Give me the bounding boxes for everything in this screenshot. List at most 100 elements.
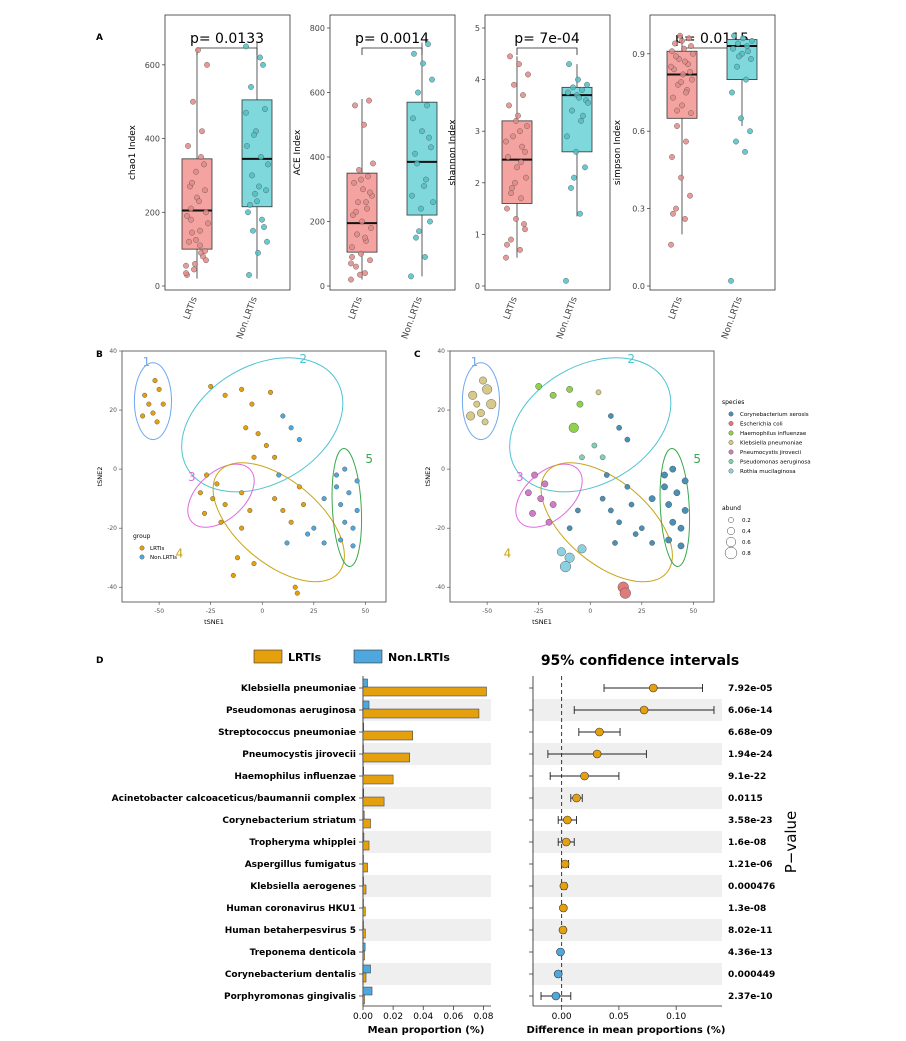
- tsne-point: [292, 584, 298, 590]
- y-tick-label: 200: [310, 218, 325, 227]
- x-tick-label: Non.LRTIs: [720, 295, 745, 340]
- row-stripe: [532, 831, 722, 853]
- data-point: [264, 238, 270, 245]
- data-point: [735, 40, 741, 47]
- bar-nonlrtis: [362, 766, 365, 776]
- data-point: [199, 128, 205, 135]
- p-value-label: 6.68e-09: [728, 728, 773, 738]
- data-point: [262, 106, 268, 112]
- legend-size-label: 0.2: [742, 518, 751, 524]
- data-point: [517, 246, 523, 253]
- x-tick-label: LRTIs: [667, 295, 685, 321]
- data-point: [678, 79, 684, 86]
- data-point: [570, 84, 576, 91]
- tsne-point: [628, 501, 635, 508]
- category-label: Human betaherpesvirus 5: [225, 926, 356, 936]
- tsne-point: [263, 442, 269, 448]
- tsne-frame: [449, 350, 715, 603]
- data-point: [256, 183, 262, 190]
- tsne-point: [616, 424, 622, 431]
- data-point: [203, 209, 209, 216]
- data-point: [503, 138, 509, 145]
- p-value-axis-title: P−value: [782, 811, 800, 874]
- x-axis-label: Difference in mean proportions (%): [527, 1025, 726, 1036]
- tsne-point: [321, 496, 327, 502]
- box-iqr: [501, 120, 533, 204]
- data-point: [519, 143, 525, 150]
- data-point: [568, 185, 574, 191]
- data-point: [506, 102, 512, 109]
- legend-label: Pseudomonas aeruginosa: [740, 460, 811, 466]
- data-point: [679, 38, 685, 44]
- bar-nonlrtis: [362, 678, 368, 688]
- ci-estimate: [556, 947, 565, 957]
- tsne-point: [612, 540, 618, 546]
- data-point: [731, 32, 737, 39]
- data-point: [508, 190, 514, 197]
- tsne-point: [549, 391, 557, 399]
- p-value-label: 0.0115: [728, 794, 763, 804]
- tsne-point: [296, 484, 302, 490]
- x-tick-label: 0.04: [413, 1012, 433, 1022]
- y-tick-label: -40: [107, 584, 117, 591]
- tsne-point: [140, 413, 146, 419]
- tsne-point: [350, 543, 356, 549]
- data-point: [415, 89, 421, 96]
- bar-lrtis: [362, 884, 367, 895]
- ci-estimate: [639, 705, 649, 715]
- y-tick-label: 0.3: [632, 205, 645, 214]
- data-point: [205, 220, 211, 227]
- data-point: [745, 48, 751, 55]
- data-point: [416, 228, 422, 235]
- x-tick-label: -50: [482, 608, 492, 615]
- panel-d-proportions: LRTIs Non.LRTIs 0.00 0.02 0.04 0.06 0.08 Mean p…: [112, 649, 800, 1036]
- tsne-point: [577, 544, 587, 554]
- p-value-title: p= 0.0014: [355, 31, 429, 47]
- bar-nonlrtis: [362, 964, 371, 974]
- legend-swatch: [353, 649, 383, 664]
- data-point: [748, 56, 754, 62]
- cluster-label: 5: [365, 452, 373, 466]
- data-point: [575, 76, 581, 83]
- legend-label: Rothia mucilaginosa: [740, 469, 796, 475]
- cluster-ellipse: [659, 448, 691, 567]
- category-label: Acinetobacter calcoaceticus/baumannii co…: [112, 794, 357, 804]
- tsne-point: [599, 495, 606, 502]
- bar-lrtis: [362, 730, 413, 741]
- tsne-point: [648, 495, 656, 502]
- tsne-point: [608, 413, 614, 419]
- tsne-point: [665, 501, 672, 508]
- tsne-point: [222, 392, 228, 398]
- panel-label-b: B: [96, 350, 103, 360]
- legend-title-species: species: [722, 399, 744, 406]
- x-tick-label: LRTIs: [502, 295, 520, 321]
- y-tick-label: 40: [437, 348, 445, 355]
- data-point: [204, 61, 210, 68]
- y-tick-label: 0.0: [632, 282, 645, 291]
- legend-swatch: [728, 430, 734, 436]
- data-point: [728, 277, 734, 284]
- data-point: [252, 190, 258, 197]
- bar-nonlrtis: [362, 722, 365, 732]
- legend-size-label: 0.4: [742, 529, 751, 535]
- legend-swatch: [728, 411, 734, 417]
- cluster-label: 3: [516, 470, 524, 484]
- p-value-label: 8.02e-11: [728, 926, 773, 936]
- data-point: [185, 143, 191, 149]
- tsne-point: [669, 465, 677, 473]
- legend-label: Haemophilus influenzae: [740, 431, 807, 437]
- data-point: [518, 159, 524, 166]
- y-axis-label: shannon Index: [448, 119, 458, 186]
- data-point: [687, 192, 693, 199]
- data-point: [749, 38, 755, 44]
- legend-size-swatch: [724, 546, 738, 560]
- category-label: Pneumocystis jirovecii: [242, 750, 356, 760]
- data-point: [421, 183, 427, 189]
- data-point: [370, 160, 376, 167]
- x-tick-label: 25: [310, 608, 318, 615]
- bar-nonlrtis: [362, 700, 370, 710]
- data-point: [265, 161, 271, 168]
- tsne-point: [649, 540, 655, 546]
- y-tick-label: 0: [155, 282, 160, 291]
- tsne-point: [346, 490, 352, 496]
